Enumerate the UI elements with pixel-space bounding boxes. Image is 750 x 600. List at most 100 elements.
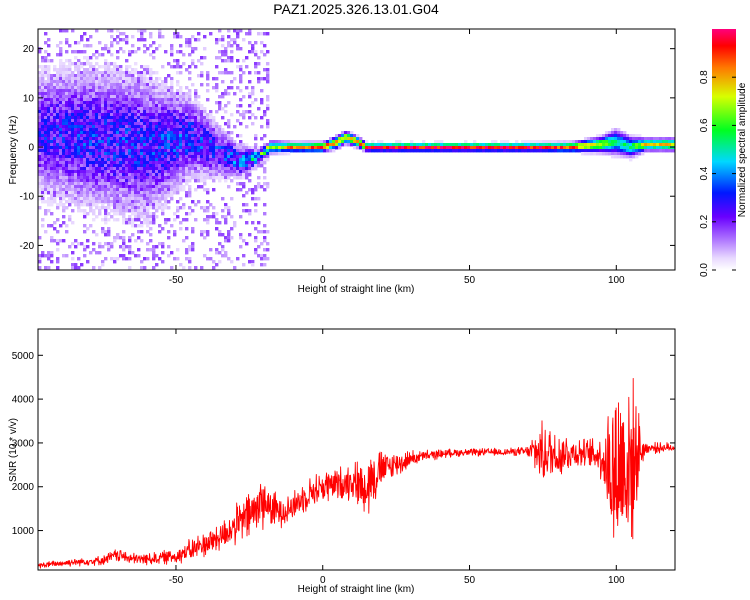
spectrogram-cell: [524, 146, 528, 150]
spectrogram-cell: [638, 146, 642, 150]
spectrogram-cell: [62, 254, 66, 258]
spectrogram-cell: [224, 149, 228, 153]
spectrogram-cell: [125, 170, 129, 174]
spectrogram-cell: [143, 131, 147, 135]
spectrogram-cell: [443, 143, 447, 147]
spectrogram-cell: [128, 191, 132, 195]
spectrogram-cell: [125, 179, 129, 183]
spectrogram-cell: [41, 251, 45, 255]
spectrogram-cell: [56, 266, 60, 270]
spectrogram-cell: [563, 143, 567, 147]
spectrogram-cell: [74, 50, 78, 54]
spectrogram-cell: [101, 170, 105, 174]
spectrogram-cell: [239, 158, 243, 162]
spectrogram-cell: [200, 206, 204, 210]
spectrogram-cell: [86, 140, 90, 144]
spectrogram-cell: [254, 158, 258, 162]
spectrogram-cell: [179, 92, 183, 96]
spectrogram-cell: [266, 107, 270, 111]
spectrogram-cell: [50, 182, 54, 186]
spectrogram-cell: [113, 161, 117, 165]
spectrogram-cell: [77, 188, 81, 192]
spectrogram-cell: [266, 71, 270, 75]
spectrogram-cell: [56, 92, 60, 96]
spectrogram-cell: [38, 71, 42, 75]
spectrogram-cell: [200, 158, 204, 162]
spectrogram-cell: [212, 215, 216, 219]
spectrogram-cell: [626, 149, 630, 153]
spectrogram-cell: [188, 188, 192, 192]
spectrogram-cell: [650, 146, 654, 150]
spectrogram-cell: [41, 65, 45, 69]
spectrogram-cell: [230, 56, 234, 60]
spectrogram-cell: [245, 242, 249, 246]
spectrogram-cell: [248, 80, 252, 84]
spectrogram-cell: [71, 155, 75, 159]
spectrogram-cell: [221, 233, 225, 237]
spectrogram-cell: [230, 59, 234, 63]
spectrogram-cell: [185, 119, 189, 123]
spectrogram-cell: [629, 152, 633, 156]
spectrogram-cell: [74, 119, 78, 123]
spectrogram-cell: [167, 173, 171, 177]
spectrogram-cell: [122, 74, 126, 78]
spectrogram-cell: [59, 224, 63, 228]
spectrogram-cell: [188, 113, 192, 117]
spectrogram-cell: [113, 134, 117, 138]
spectrogram-cell: [221, 158, 225, 162]
spectrogram-cell: [191, 146, 195, 150]
spectrogram-cell: [503, 149, 507, 153]
spectrogram-cell: [74, 113, 78, 117]
spectrogram-cell: [134, 92, 138, 96]
spectrogram-cell: [161, 116, 165, 120]
spectrogram-cell: [146, 131, 150, 135]
spectrogram-cell: [62, 125, 66, 129]
spectrogram-cell: [131, 188, 135, 192]
spectrogram-cell: [86, 95, 90, 99]
spectrogram-cell: [326, 146, 330, 150]
spectrogram-cell: [56, 167, 60, 171]
spectrogram-cell: [104, 155, 108, 159]
spectrogram-cell: [167, 86, 171, 90]
spectrogram-cell: [230, 260, 234, 264]
spectrogram-cell: [59, 95, 63, 99]
spectrogram-cell: [146, 224, 150, 228]
spectrogram-cell: [122, 77, 126, 81]
spectrogram-cell: [128, 65, 132, 69]
spectrogram-cell: [134, 179, 138, 183]
spectrogram-cell: [152, 104, 156, 108]
spectrogram-cell: [635, 152, 639, 156]
spectrogram-cell: [194, 128, 198, 132]
spectrogram-cell: [71, 131, 75, 135]
spectrogram-cell: [170, 47, 174, 51]
spectrogram-cell: [434, 143, 438, 147]
spectrogram-cell: [518, 146, 522, 150]
spectrogram-cell: [251, 47, 255, 51]
spectrogram-cell: [623, 143, 627, 147]
spectrogram-cell: [152, 86, 156, 90]
spectrogram-cell: [92, 128, 96, 132]
spectrogram-cell: [104, 143, 108, 147]
spectrogram-cell: [218, 140, 222, 144]
spectrogram-cell: [83, 170, 87, 174]
spectrogram-cell: [143, 65, 147, 69]
spectrogram-cell: [326, 140, 330, 144]
spectrogram-cell: [218, 38, 222, 42]
spectrogram-cell: [56, 146, 60, 150]
spectrogram-cell: [80, 131, 84, 135]
spectrogram-cell: [83, 74, 87, 78]
spectrogram-cell: [194, 167, 198, 171]
spectrogram-cell: [104, 95, 108, 99]
spectrogram-cell: [158, 230, 162, 234]
spectrogram-cell: [119, 167, 123, 171]
spectrogram-cell: [44, 143, 48, 147]
spectrogram-cell: [143, 209, 147, 213]
spectrogram-cell: [185, 257, 189, 261]
spectrogram-cell: [173, 185, 177, 189]
spectrogram-cell: [89, 77, 93, 81]
spectrogram-cell: [605, 134, 609, 138]
colorbar-tick-label: 0.0: [699, 263, 710, 277]
spectrogram-cell: [191, 110, 195, 114]
spectrogram-cell: [176, 62, 180, 66]
spectrogram-cell: [161, 65, 165, 69]
